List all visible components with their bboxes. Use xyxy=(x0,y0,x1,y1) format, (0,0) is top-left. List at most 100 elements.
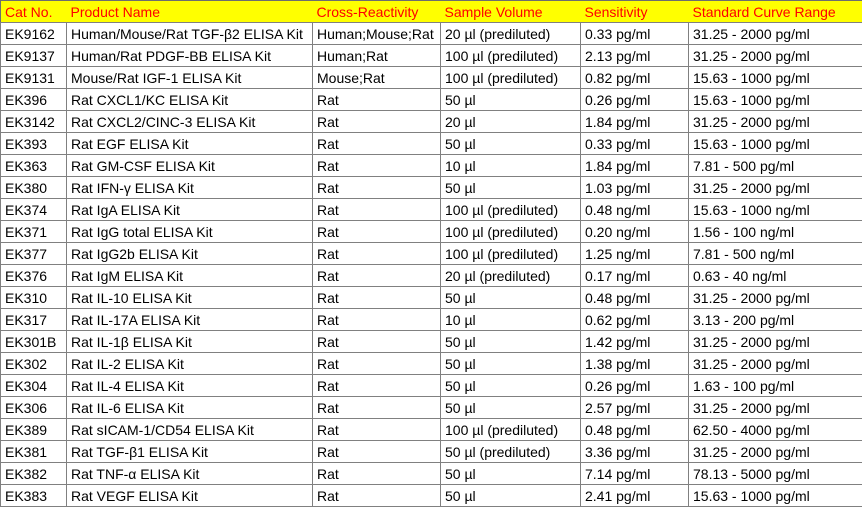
cell-sensitivity: 3.36 pg/ml xyxy=(581,441,689,463)
cell-cross-reactivity: Rat xyxy=(313,111,441,133)
cell-sample-volume: 50 µl xyxy=(441,463,581,485)
cell-sensitivity: 0.48 ng/ml xyxy=(581,199,689,221)
cell-cross-reactivity: Rat xyxy=(313,375,441,397)
cell-product-name: Rat IgA ELISA Kit xyxy=(67,199,313,221)
cell-product-name: Rat TNF-α ELISA Kit xyxy=(67,463,313,485)
cell-sample-volume: 50 µl xyxy=(441,133,581,155)
cell-sensitivity: 7.14 pg/ml xyxy=(581,463,689,485)
cell-cross-reactivity: Human;Mouse;Rat xyxy=(313,23,441,45)
cell-sensitivity: 1.03 pg/ml xyxy=(581,177,689,199)
cell-sample-volume: 50 µl xyxy=(441,89,581,111)
cell-standard-curve-range: 78.13 - 5000 pg/ml xyxy=(689,463,862,485)
cell-cat-no: EK304 xyxy=(1,375,67,397)
cell-sensitivity: 0.26 pg/ml xyxy=(581,375,689,397)
cell-sample-volume: 50 µl xyxy=(441,375,581,397)
column-header-cat-no: Cat No. xyxy=(1,1,67,23)
cell-cross-reactivity: Rat xyxy=(313,89,441,111)
cell-product-name: Rat IgM ELISA Kit xyxy=(67,265,313,287)
cell-standard-curve-range: 31.25 - 2000 pg/ml xyxy=(689,397,862,419)
cell-standard-curve-range: 7.81 - 500 pg/ml xyxy=(689,155,862,177)
cell-sample-volume: 10 µl xyxy=(441,155,581,177)
cell-sensitivity: 1.25 ng/ml xyxy=(581,243,689,265)
cell-cat-no: EK374 xyxy=(1,199,67,221)
cell-sensitivity: 0.82 pg/ml xyxy=(581,67,689,89)
cell-sensitivity: 0.48 pg/ml xyxy=(581,287,689,309)
cell-standard-curve-range: 62.50 - 4000 pg/ml xyxy=(689,419,862,441)
cell-sensitivity: 1.84 pg/ml xyxy=(581,155,689,177)
cell-cat-no: EK9137 xyxy=(1,45,67,67)
cell-product-name: Rat IgG total ELISA Kit xyxy=(67,221,313,243)
cell-product-name: Rat IFN-γ ELISA Kit xyxy=(67,177,313,199)
cell-sensitivity: 1.38 pg/ml xyxy=(581,353,689,375)
cell-product-name: Human/Mouse/Rat TGF-β2 ELISA Kit xyxy=(67,23,313,45)
cell-sensitivity: 2.57 pg/ml xyxy=(581,397,689,419)
cell-cross-reactivity: Rat xyxy=(313,309,441,331)
cell-cross-reactivity: Rat xyxy=(313,265,441,287)
cell-product-name: Rat IL-1β ELISA Kit xyxy=(67,331,313,353)
cell-product-name: Rat sICAM-1/CD54 ELISA Kit xyxy=(67,419,313,441)
cell-cross-reactivity: Rat xyxy=(313,221,441,243)
cell-cat-no: EK389 xyxy=(1,419,67,441)
cell-standard-curve-range: 31.25 - 2000 pg/ml xyxy=(689,331,862,353)
cell-product-name: Mouse/Rat IGF-1 ELISA Kit xyxy=(67,67,313,89)
cell-cat-no: EK377 xyxy=(1,243,67,265)
cell-cross-reactivity: Rat xyxy=(313,155,441,177)
cell-sample-volume: 50 µl xyxy=(441,177,581,199)
cell-product-name: Rat IL-6 ELISA Kit xyxy=(67,397,313,419)
cell-product-name: Rat CXCL2/CINC-3 ELISA Kit xyxy=(67,111,313,133)
column-header-sensitivity: Sensitivity xyxy=(581,1,689,23)
cell-sensitivity: 0.26 pg/ml xyxy=(581,89,689,111)
cell-cat-no: EK317 xyxy=(1,309,67,331)
column-header-sample-volume: Sample Volume xyxy=(441,1,581,23)
cell-standard-curve-range: 31.25 - 2000 pg/ml xyxy=(689,177,862,199)
column-header-standard-curve-range: Standard Curve Range xyxy=(689,1,862,23)
cell-cross-reactivity: Rat xyxy=(313,463,441,485)
cell-sample-volume: 100 µl (prediluted) xyxy=(441,67,581,89)
cell-sample-volume: 50 µl xyxy=(441,397,581,419)
cell-cross-reactivity: Rat xyxy=(313,353,441,375)
cell-cross-reactivity: Rat xyxy=(313,243,441,265)
cell-standard-curve-range: 1.63 - 100 pg/ml xyxy=(689,375,862,397)
cell-sample-volume: 10 µl xyxy=(441,309,581,331)
cell-sensitivity: 0.48 pg/ml xyxy=(581,419,689,441)
cell-product-name: Rat IL-4 ELISA Kit xyxy=(67,375,313,397)
cell-cross-reactivity: Rat xyxy=(313,441,441,463)
cell-cross-reactivity: Rat xyxy=(313,199,441,221)
cell-product-name: Rat IL-2 ELISA Kit xyxy=(67,353,313,375)
cell-cross-reactivity: Rat xyxy=(313,397,441,419)
cell-sample-volume: 100 µl (prediluted) xyxy=(441,45,581,67)
cell-product-name: Rat IL-10 ELISA Kit xyxy=(67,287,313,309)
cell-sensitivity: 0.62 pg/ml xyxy=(581,309,689,331)
cell-cat-no: EK396 xyxy=(1,89,67,111)
cell-cross-reactivity: Rat xyxy=(313,331,441,353)
cell-standard-curve-range: 0.63 - 40 ng/ml xyxy=(689,265,862,287)
cell-product-name: Rat IgG2b ELISA Kit xyxy=(67,243,313,265)
cell-standard-curve-range: 15.63 - 1000 pg/ml xyxy=(689,133,862,155)
cell-cross-reactivity: Rat xyxy=(313,177,441,199)
cell-sensitivity: 1.42 pg/ml xyxy=(581,331,689,353)
cell-standard-curve-range: 15.63 - 1000 ng/ml xyxy=(689,199,862,221)
cell-product-name: Rat GM-CSF ELISA Kit xyxy=(67,155,313,177)
cell-sample-volume: 100 µl (prediluted) xyxy=(441,221,581,243)
cell-cross-reactivity: Mouse;Rat xyxy=(313,67,441,89)
cell-cat-no: EK3142 xyxy=(1,111,67,133)
cell-cat-no: EK376 xyxy=(1,265,67,287)
